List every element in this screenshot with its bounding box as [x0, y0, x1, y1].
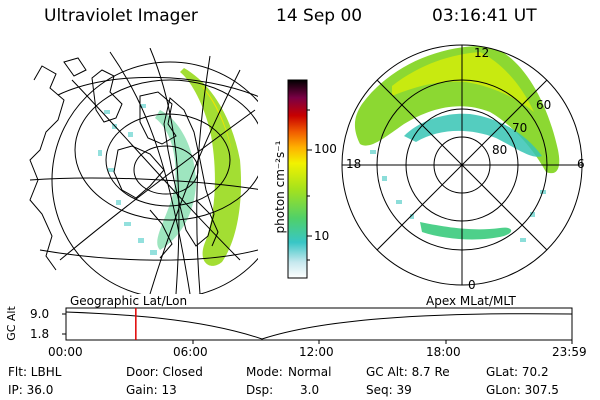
right-panel-caption: Apex MLat/MLT	[426, 294, 516, 308]
aurora-diffuse-left	[155, 110, 196, 250]
mlt-label-0: 0	[468, 278, 476, 292]
colorbar-tick-100: 100	[314, 142, 337, 156]
timeline-plot	[62, 307, 573, 344]
time-label: 03:16:41 UT	[432, 6, 537, 26]
mlt-label-12: 12	[474, 46, 490, 60]
status-glat: GLat: 70.2	[486, 365, 549, 379]
aurora-ring-right	[404, 113, 542, 157]
timeline-xtick-2359: 23:59	[552, 345, 587, 359]
timeline-xtick-1200: 12:00	[299, 345, 334, 359]
mlt-label-6: 6	[577, 157, 585, 171]
status-gc-alt: GC Alt: 8.7 Re	[366, 365, 450, 379]
left-panel-caption: Geographic Lat/Lon	[70, 294, 188, 308]
timeline-xtick-1800: 18:00	[426, 345, 461, 359]
timeline-xtick-0000: 00:00	[48, 345, 83, 359]
status-dsp-label: Dsp:	[246, 383, 274, 397]
status-gain: Gain: 13	[126, 383, 177, 397]
mlat-label-70: 70	[512, 121, 528, 135]
polar-plot	[341, 44, 583, 286]
instrument-title: Ultraviolet Imager	[44, 6, 198, 26]
status-mode-label: Mode:	[246, 365, 283, 379]
mlat-label-80: 80	[492, 143, 508, 157]
mlat-label-60: 60	[536, 98, 552, 112]
geographic-globe	[29, 48, 258, 294]
status-mode-value: Normal	[288, 365, 332, 379]
colorbar	[287, 79, 308, 279]
status-dsp-value: 3.0	[300, 383, 320, 397]
colorbar-tick-marks	[307, 109, 312, 261]
timeline-axis-label: GC Alt	[4, 306, 18, 341]
date-label: 14 Sep 00	[276, 6, 363, 26]
aurora-core-right	[392, 52, 534, 112]
timeline-ytick-9: 9.0	[30, 307, 50, 321]
status-seq: Seq: 39	[366, 383, 412, 397]
aurora-south-right	[420, 222, 512, 240]
colorbar-unit-label: photon cm⁻²s⁻¹	[273, 140, 287, 234]
aurora-speckle-left	[98, 104, 157, 255]
timeline-xtick-0600: 06:00	[173, 345, 208, 359]
status-filter: Flt: LBHL	[8, 365, 62, 379]
status-door: Door: Closed	[126, 365, 203, 379]
mlt-label-18: 18	[346, 157, 362, 171]
status-ip: IP: 36.0	[8, 383, 54, 397]
timeline-ytick-1-8: 1.8	[30, 327, 50, 341]
altitude-curve	[65, 311, 573, 340]
status-glon: GLon: 307.5	[486, 383, 559, 397]
colorbar-tick-10: 10	[314, 229, 330, 243]
aurora-band-left	[180, 68, 242, 266]
